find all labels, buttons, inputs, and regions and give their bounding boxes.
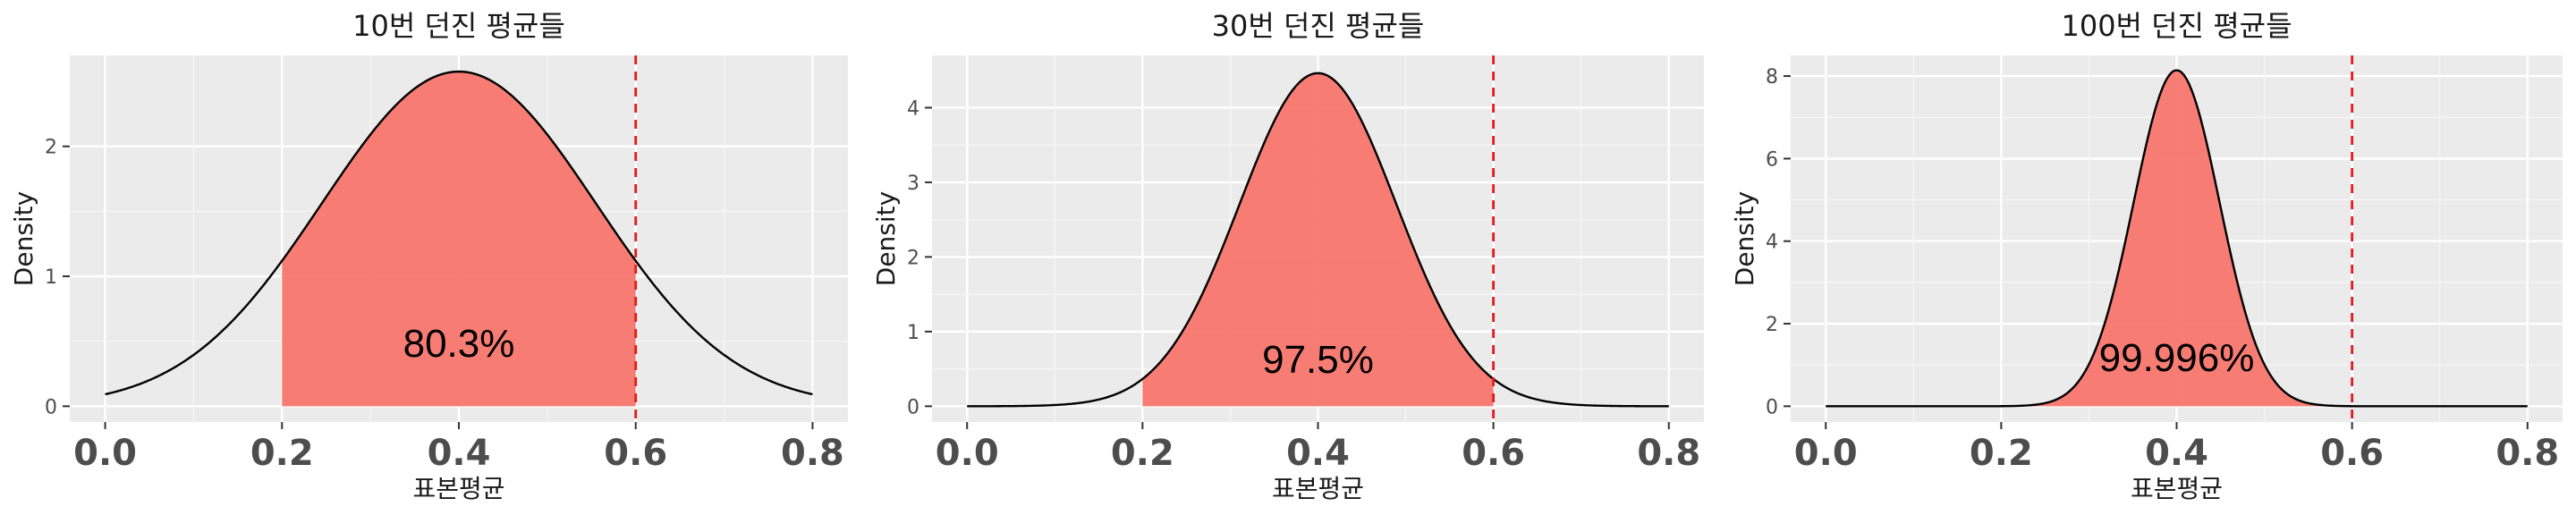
x-tick-label: 0.6 <box>2320 433 2384 474</box>
x-tick-label: 0.4 <box>1286 433 1350 474</box>
y-tick-label: 6 <box>1766 148 1778 171</box>
y-tick-label: 0 <box>1766 396 1778 418</box>
y-tick-label: 2 <box>907 247 919 269</box>
x-tick-label: 0.4 <box>2145 433 2208 474</box>
chart-title: 100번 던진 평균들 <box>2061 9 2292 43</box>
x-tick-label: 0.0 <box>73 433 137 474</box>
y-tick-label: 8 <box>1766 66 1778 89</box>
y-tick-label: 4 <box>1766 232 1778 254</box>
y-tick-label: 4 <box>907 97 919 120</box>
x-tick-label: 0.6 <box>604 433 667 474</box>
x-tick-label: 0.0 <box>1794 433 1858 474</box>
y-tick-label: 1 <box>45 266 57 289</box>
y-axis-label: Density <box>1730 191 1759 286</box>
x-tick-label: 0.6 <box>1462 433 1525 474</box>
chart-panel-3: 99.996% 0 2 4 6 8 0.0 0.2 0.4 0.6 0.8 100번 던진 평균들표본… <box>1730 9 2563 503</box>
x-tick-label: 0.2 <box>1111 433 1174 474</box>
percentage-label: 97.5% <box>1262 338 1374 382</box>
percentage-label: 80.3% <box>403 322 515 366</box>
x-axis-label: 표본평균 <box>2131 474 2223 503</box>
percentage-label: 99.996% <box>2099 336 2255 380</box>
shaded-area <box>1142 72 1494 407</box>
x-tick-label: 0.8 <box>2496 433 2559 474</box>
shaded-area <box>282 72 636 407</box>
x-tick-label: 0.2 <box>250 433 314 474</box>
chart-title: 30번 던진 평균들 <box>1212 9 1425 43</box>
y-tick-label: 1 <box>907 322 919 344</box>
y-tick-label: 0 <box>45 396 57 418</box>
y-axis-label: Density <box>9 191 38 286</box>
y-tick-label: 0 <box>907 396 919 418</box>
density-curve <box>967 72 1669 408</box>
y-tick-label: 2 <box>45 137 57 159</box>
shaded-area <box>2001 70 2352 407</box>
x-axis-label: 표본평균 <box>1272 474 1364 503</box>
y-tick-label: 3 <box>907 173 919 195</box>
y-axis-label: Density <box>871 191 901 286</box>
x-tick-label: 0.8 <box>1637 433 1700 474</box>
x-tick-label: 0.8 <box>781 433 844 474</box>
x-axis-label: 표본평균 <box>412 474 504 503</box>
x-tick-label: 0.4 <box>428 433 491 474</box>
x-tick-label: 0.0 <box>936 433 999 474</box>
chart-title: 10번 던진 평균들 <box>352 9 565 43</box>
y-tick-label: 2 <box>1766 314 1778 336</box>
x-tick-label: 0.2 <box>1970 433 2033 474</box>
density-curve <box>1826 69 2528 408</box>
density-curve <box>105 70 813 396</box>
